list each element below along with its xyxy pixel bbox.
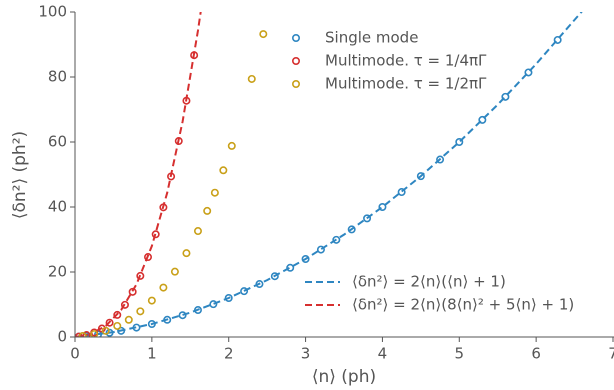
x-tick-label: 1: [147, 345, 157, 363]
data-point: [78, 332, 87, 337]
data-point: [136, 307, 145, 316]
fit-line: [75, 12, 583, 337]
data-point: [270, 272, 279, 281]
data-point: [113, 310, 122, 319]
data-point: [120, 300, 129, 309]
legend-label: ⟨δn²⟩ = 2⟨n⟩(⟨n⟩ + 1): [352, 273, 506, 291]
data-point: [501, 92, 510, 101]
data-point: [193, 306, 202, 315]
legend-marker: [291, 80, 300, 89]
data-point: [159, 283, 168, 292]
x-tick-label: 7: [608, 345, 614, 363]
legend-marker: [291, 33, 300, 42]
x-tick-label: 0: [70, 345, 80, 363]
data-point: [455, 138, 464, 147]
data-point: [167, 172, 176, 181]
data-point: [147, 296, 156, 305]
data-point: [193, 227, 202, 236]
data-point: [132, 323, 141, 332]
y-axis-label: ⟨δn²⟩ (ph²): [10, 131, 30, 219]
data-point: [247, 74, 256, 83]
data-point: [219, 166, 228, 175]
data-point: [301, 255, 310, 264]
data-point: [136, 271, 145, 280]
data-point: [210, 188, 219, 197]
data-point: [378, 203, 387, 212]
x-tick-label: 5: [455, 345, 465, 363]
data-point: [128, 287, 137, 296]
x-tick-label: 6: [531, 345, 541, 363]
data-point: [82, 331, 91, 337]
data-point: [259, 30, 268, 39]
legend-label: ⟨δn²⟩ = 2⟨n⟩(8⟨n⟩² + 5⟨n⟩ + 1): [352, 296, 574, 314]
legend-label: Single mode: [325, 29, 418, 47]
data-point: [182, 96, 191, 105]
fit-line: [75, 12, 202, 337]
data-point: [478, 115, 487, 124]
data-point: [397, 188, 406, 197]
data-point: [144, 253, 153, 262]
y-tick-label: 80: [48, 68, 67, 86]
data-point: [190, 51, 199, 60]
data-point: [416, 172, 425, 181]
data-point: [117, 326, 126, 335]
y-tick-label: 20: [48, 263, 67, 281]
data-point: [316, 245, 325, 254]
data-point: [203, 206, 212, 215]
data-point: [159, 203, 168, 212]
data-point: [209, 300, 218, 309]
data-point: [347, 225, 356, 234]
data-point: [163, 315, 172, 324]
data-point: [332, 235, 341, 244]
data-point: [147, 319, 156, 328]
data-point: [363, 214, 372, 223]
data-point: [436, 155, 445, 164]
data-point: [105, 328, 114, 337]
y-tick-label: 40: [48, 198, 67, 216]
data-point: [101, 326, 110, 335]
data-point: [151, 230, 160, 239]
plot-area: [75, 12, 583, 337]
data-point: [224, 293, 233, 302]
data-point: [255, 280, 264, 289]
data-point: [124, 315, 133, 324]
legend-label: Multimode. τ = 1/4πΓ: [325, 52, 487, 70]
y-tick-label: 0: [57, 328, 67, 346]
data-point: [170, 267, 179, 276]
x-tick-label: 2: [224, 345, 234, 363]
data-point: [553, 35, 562, 44]
x-tick-label: 4: [378, 345, 388, 363]
data-point: [286, 263, 295, 272]
data-point: [90, 330, 99, 337]
data-point: [174, 137, 183, 146]
data-point: [227, 141, 236, 150]
data-point: [240, 287, 249, 296]
legend-label: Multimode. τ = 1/2πΓ: [325, 75, 487, 93]
y-tick-label: 60: [48, 133, 67, 151]
data-point: [113, 321, 122, 330]
data-point: [182, 249, 191, 258]
data-point: [178, 311, 187, 320]
x-tick-label: 3: [301, 345, 311, 363]
data-point: [105, 318, 114, 327]
data-point: [524, 68, 533, 77]
x-axis-label: ⟨n⟩ (ph): [312, 367, 376, 387]
legend-marker: [291, 56, 300, 65]
data-point: [94, 330, 103, 337]
y-tick-label: 100: [38, 3, 67, 21]
